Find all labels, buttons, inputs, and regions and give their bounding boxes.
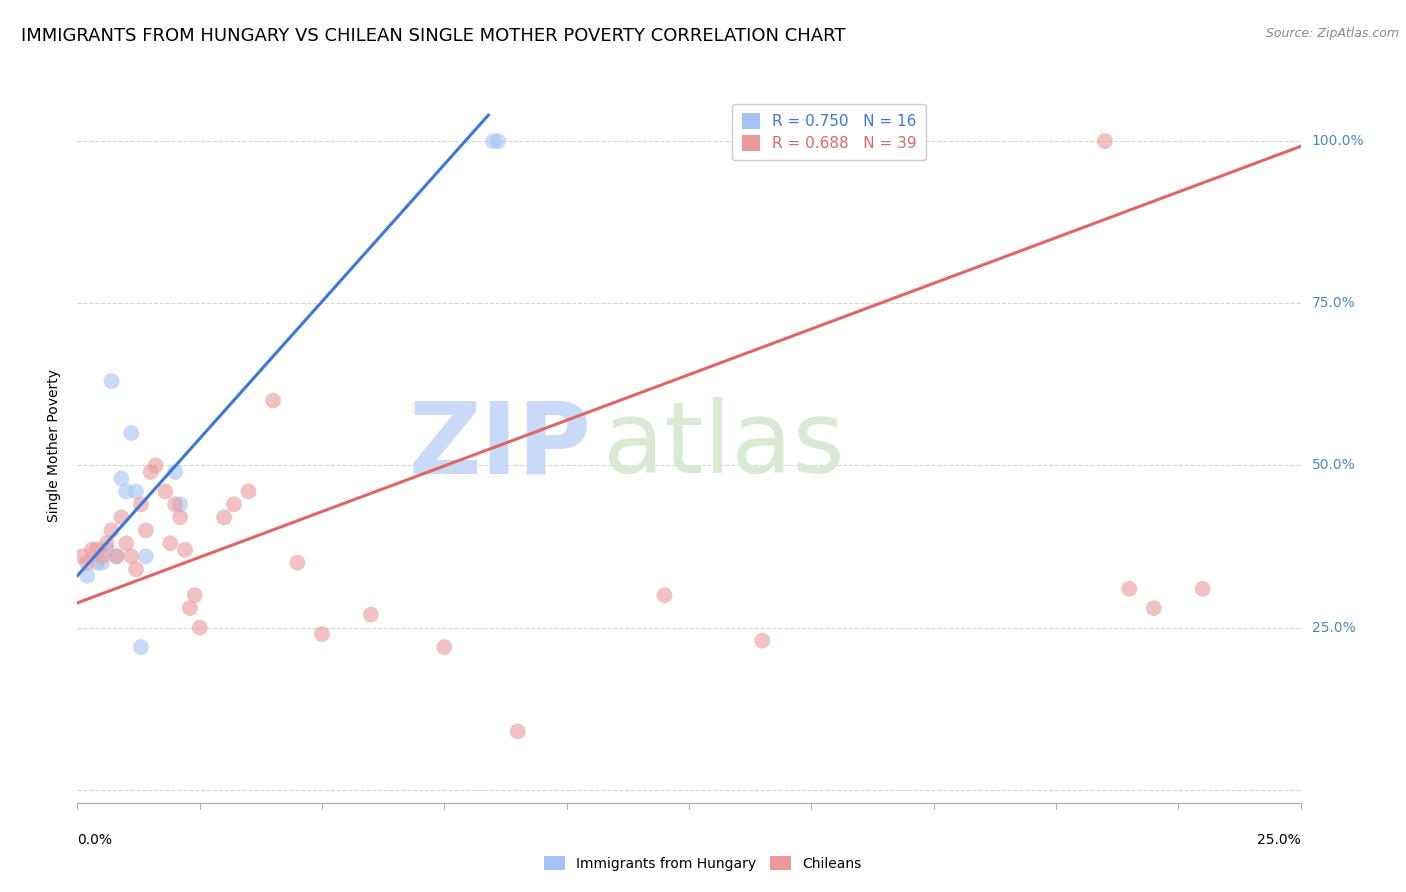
Text: atlas: atlas	[603, 398, 845, 494]
Point	[486, 134, 509, 148]
Point	[159, 536, 181, 550]
Legend: R = 0.750   N = 16, R = 0.688   N = 39: R = 0.750 N = 16, R = 0.688 N = 39	[733, 104, 927, 161]
Point	[262, 393, 284, 408]
Point	[145, 458, 167, 473]
Point	[100, 524, 122, 538]
Point	[96, 536, 118, 550]
Point	[129, 640, 152, 654]
Point	[105, 549, 128, 564]
Point	[1191, 582, 1213, 596]
Point	[86, 556, 108, 570]
Point	[751, 633, 773, 648]
Point	[120, 425, 142, 440]
Point	[86, 542, 108, 557]
Point	[120, 549, 142, 564]
Point	[482, 134, 505, 148]
Point	[76, 556, 98, 570]
Point	[135, 549, 157, 564]
Point	[139, 465, 162, 479]
Point	[165, 465, 187, 479]
Text: IMMIGRANTS FROM HUNGARY VS CHILEAN SINGLE MOTHER POVERTY CORRELATION CHART: IMMIGRANTS FROM HUNGARY VS CHILEAN SINGL…	[21, 27, 845, 45]
Point	[70, 549, 93, 564]
Point	[1143, 601, 1166, 615]
Point	[105, 549, 128, 564]
Point	[90, 556, 112, 570]
Point	[360, 607, 382, 622]
Point	[100, 374, 122, 388]
Text: Source: ZipAtlas.com: Source: ZipAtlas.com	[1265, 27, 1399, 40]
Point	[1094, 134, 1116, 148]
Point	[222, 497, 245, 511]
Point	[287, 556, 309, 570]
Text: 75.0%: 75.0%	[1312, 296, 1355, 310]
Point	[654, 588, 676, 602]
Point	[115, 536, 138, 550]
Point	[238, 484, 260, 499]
Legend: Immigrants from Hungary, Chileans: Immigrants from Hungary, Chileans	[538, 851, 868, 876]
Point	[174, 542, 197, 557]
Point	[135, 524, 157, 538]
Point	[188, 621, 211, 635]
Point	[125, 484, 148, 499]
Point	[90, 549, 112, 564]
Point	[115, 484, 138, 499]
Point	[184, 588, 207, 602]
Point	[179, 601, 201, 615]
Point	[129, 497, 152, 511]
Y-axis label: Single Mother Poverty: Single Mother Poverty	[48, 369, 62, 523]
Point	[76, 568, 98, 582]
Text: 100.0%: 100.0%	[1312, 134, 1364, 148]
Point	[110, 471, 132, 485]
Point	[80, 542, 103, 557]
Point	[165, 497, 187, 511]
Text: ZIP: ZIP	[408, 398, 591, 494]
Text: 50.0%: 50.0%	[1312, 458, 1355, 473]
Point	[506, 724, 529, 739]
Text: 25.0%: 25.0%	[1257, 833, 1301, 847]
Point	[155, 484, 177, 499]
Point	[212, 510, 235, 524]
Point	[110, 510, 132, 524]
Point	[1118, 582, 1140, 596]
Point	[433, 640, 456, 654]
Point	[169, 510, 191, 524]
Point	[96, 542, 118, 557]
Text: 25.0%: 25.0%	[1312, 621, 1355, 634]
Point	[125, 562, 148, 576]
Point	[169, 497, 191, 511]
Text: 0.0%: 0.0%	[77, 833, 112, 847]
Point	[311, 627, 333, 641]
